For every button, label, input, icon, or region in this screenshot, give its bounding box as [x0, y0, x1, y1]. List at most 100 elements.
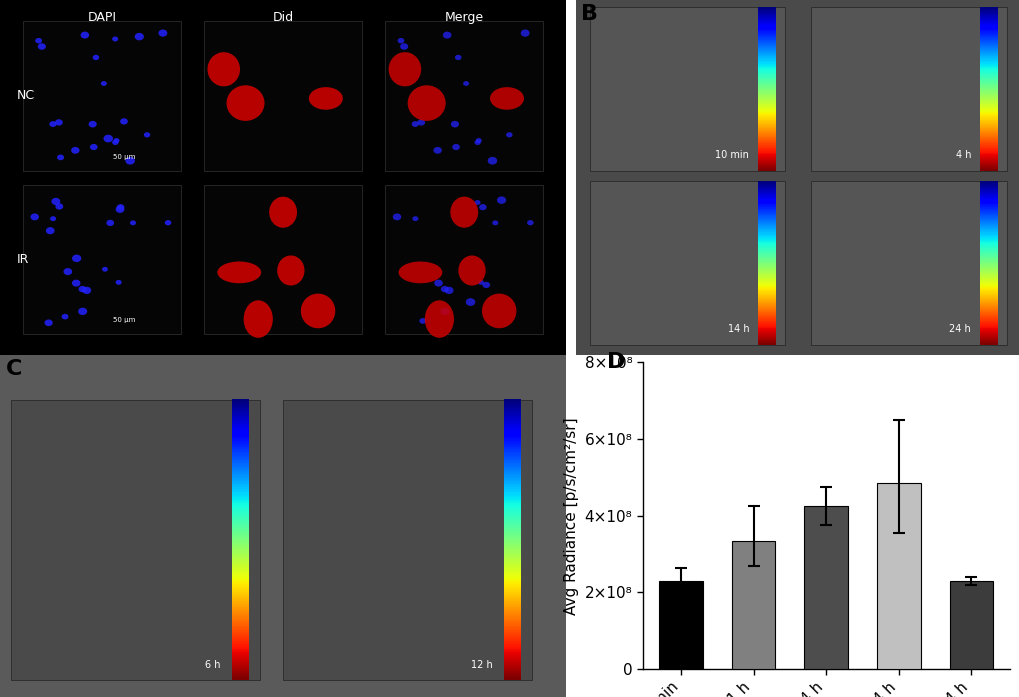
- Ellipse shape: [113, 138, 119, 143]
- Ellipse shape: [424, 300, 453, 338]
- Ellipse shape: [90, 144, 98, 150]
- Ellipse shape: [450, 197, 478, 228]
- Ellipse shape: [466, 298, 475, 306]
- Bar: [384, 22, 543, 171]
- Bar: [283, 400, 532, 680]
- Ellipse shape: [244, 300, 272, 338]
- Ellipse shape: [36, 38, 42, 43]
- Text: 50 μm: 50 μm: [113, 154, 136, 160]
- Ellipse shape: [158, 29, 167, 37]
- Ellipse shape: [451, 144, 460, 150]
- Ellipse shape: [101, 81, 107, 86]
- Ellipse shape: [144, 132, 150, 137]
- Ellipse shape: [521, 29, 529, 37]
- Ellipse shape: [412, 121, 419, 127]
- Ellipse shape: [106, 220, 114, 226]
- Ellipse shape: [81, 31, 89, 38]
- Ellipse shape: [482, 293, 516, 328]
- Text: 6 h: 6 h: [205, 659, 220, 670]
- Text: DAPI: DAPI: [88, 10, 116, 24]
- Ellipse shape: [50, 216, 56, 221]
- Ellipse shape: [487, 157, 496, 164]
- Ellipse shape: [397, 38, 404, 43]
- Ellipse shape: [46, 227, 54, 234]
- Ellipse shape: [165, 220, 171, 225]
- Ellipse shape: [71, 147, 79, 154]
- Ellipse shape: [478, 280, 483, 285]
- Ellipse shape: [112, 140, 118, 145]
- Bar: [22, 185, 181, 334]
- Ellipse shape: [89, 121, 97, 128]
- Text: A: A: [6, 3, 22, 24]
- Ellipse shape: [444, 286, 453, 294]
- Text: IR: IR: [17, 253, 30, 266]
- Ellipse shape: [442, 31, 451, 38]
- Ellipse shape: [115, 280, 121, 285]
- Ellipse shape: [392, 213, 400, 220]
- Ellipse shape: [475, 138, 481, 143]
- Ellipse shape: [463, 81, 469, 86]
- Bar: [949, 581, 993, 669]
- Ellipse shape: [49, 121, 56, 127]
- Bar: [204, 22, 362, 171]
- Ellipse shape: [45, 319, 53, 326]
- Bar: [804, 506, 847, 669]
- Ellipse shape: [93, 55, 99, 60]
- Text: Did: Did: [272, 10, 293, 24]
- Ellipse shape: [419, 318, 426, 324]
- Ellipse shape: [269, 197, 297, 228]
- Ellipse shape: [454, 55, 461, 60]
- Ellipse shape: [72, 254, 82, 262]
- Ellipse shape: [55, 204, 63, 210]
- Text: Merge: Merge: [444, 10, 483, 24]
- Ellipse shape: [399, 43, 408, 49]
- Ellipse shape: [38, 43, 46, 49]
- Ellipse shape: [388, 52, 421, 86]
- Text: NC: NC: [17, 89, 35, 102]
- Ellipse shape: [31, 213, 39, 220]
- Bar: [732, 541, 774, 669]
- Ellipse shape: [207, 52, 239, 86]
- Ellipse shape: [527, 220, 533, 225]
- Ellipse shape: [440, 307, 449, 315]
- Ellipse shape: [417, 119, 425, 125]
- Ellipse shape: [55, 119, 63, 125]
- Bar: [11, 400, 260, 680]
- Ellipse shape: [72, 279, 81, 286]
- Ellipse shape: [61, 314, 68, 319]
- Bar: [384, 185, 543, 334]
- Ellipse shape: [482, 282, 490, 288]
- Text: 10 min: 10 min: [714, 150, 749, 160]
- Ellipse shape: [57, 155, 64, 160]
- Ellipse shape: [120, 118, 127, 125]
- Bar: [658, 581, 702, 669]
- Ellipse shape: [458, 256, 485, 286]
- Ellipse shape: [51, 198, 60, 205]
- Ellipse shape: [102, 267, 108, 272]
- Bar: [876, 483, 919, 669]
- Ellipse shape: [479, 204, 486, 210]
- Ellipse shape: [135, 33, 144, 40]
- Ellipse shape: [78, 307, 88, 315]
- Ellipse shape: [112, 36, 118, 42]
- Ellipse shape: [309, 87, 342, 109]
- Bar: [811, 181, 1006, 345]
- Ellipse shape: [440, 286, 448, 292]
- Y-axis label: Avg Radiance [p/s/cm²/sr]: Avg Radiance [p/s/cm²/sr]: [564, 417, 579, 615]
- Ellipse shape: [117, 204, 124, 210]
- Ellipse shape: [434, 279, 442, 286]
- Text: 14 h: 14 h: [727, 324, 749, 334]
- Ellipse shape: [103, 135, 113, 142]
- Ellipse shape: [474, 140, 480, 145]
- Bar: [589, 181, 784, 345]
- Ellipse shape: [125, 157, 135, 164]
- Ellipse shape: [492, 220, 498, 225]
- Text: C: C: [6, 359, 22, 379]
- Bar: [22, 22, 181, 171]
- Ellipse shape: [489, 87, 524, 109]
- Text: 24 h: 24 h: [949, 324, 970, 334]
- Text: 4 h: 4 h: [955, 150, 970, 160]
- Ellipse shape: [398, 261, 442, 283]
- Ellipse shape: [115, 206, 124, 213]
- Bar: [589, 7, 784, 171]
